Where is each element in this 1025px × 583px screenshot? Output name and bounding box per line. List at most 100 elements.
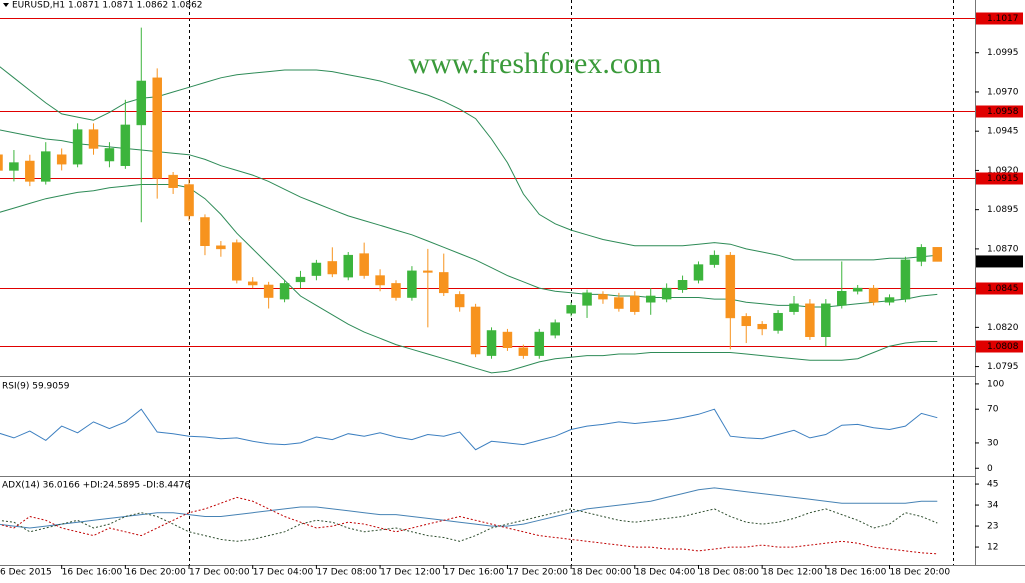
candle-body (423, 270, 433, 273)
candle-body (311, 262, 322, 276)
candle-body (407, 270, 417, 298)
candle-body (709, 254, 720, 265)
candle-body (868, 287, 879, 303)
x-tick-label: 18 Dec 04:00 (635, 568, 696, 578)
candle-body (582, 292, 592, 306)
candle-body (200, 217, 210, 246)
candle-body (184, 184, 194, 217)
candle-body (837, 291, 847, 306)
candle-body (470, 306, 481, 355)
candle-body (757, 323, 767, 330)
candle-body (391, 283, 401, 298)
candle-body (932, 247, 943, 262)
candle-body (884, 297, 895, 303)
candle-body (614, 297, 624, 309)
y-tick-label: 100 (987, 379, 1004, 389)
y-tick-label: 1.0795 (987, 362, 1019, 372)
candle-body (9, 162, 19, 171)
candle-body (232, 242, 242, 281)
y-tick-label: 30 (987, 438, 999, 448)
x-tick-label: 16 Dec 16:00 (62, 568, 123, 578)
current-price-tag (976, 255, 1023, 268)
y-tick-label: 23 (987, 522, 998, 532)
level-tag (976, 340, 1023, 353)
candle-body (677, 280, 688, 290)
level-label: 1.0845 (987, 284, 1019, 294)
candle-body (725, 254, 736, 319)
x-tick-label: 18 Dec 08:00 (698, 568, 759, 578)
level-tag (976, 282, 1023, 295)
candle-body (645, 295, 656, 303)
y-tick-label: 45 (987, 480, 998, 490)
candle-body (88, 129, 99, 149)
candle-body (693, 264, 704, 281)
watermark: www.freshforex.com (409, 47, 662, 80)
candle-body (343, 254, 353, 278)
adx-title: ADX(14) 36.0166 +DI:24.5895 -DI:8.4476 (2, 481, 191, 491)
candle-body (454, 294, 465, 308)
x-tick-label: 18 Dec 12:00 (762, 568, 823, 578)
y-tick-label: 12 (987, 543, 998, 553)
candle-body (0, 154, 3, 171)
x-tick-label: 18 Dec 00:00 (571, 568, 632, 578)
rsi-title: RSI(9) 59.9059 (2, 382, 70, 392)
candle-body (56, 154, 67, 165)
x-tick-label: 17 Dec 04:00 (253, 568, 314, 578)
level-tag (976, 12, 1023, 25)
candle-body (41, 151, 51, 182)
y-tick-label: 1.0995 (987, 48, 1019, 58)
main-title: EURUSD,H1 1.0871 1.0871 1.0862 1.0862 (12, 1, 203, 11)
candle-body (534, 331, 545, 356)
candle-body (661, 287, 672, 300)
candle-body (852, 287, 863, 292)
x-tick-label: 18 Dec 16:00 (826, 568, 887, 578)
x-tick-label: 17 Dec 00:00 (189, 568, 250, 578)
menu-arrow (3, 3, 9, 7)
y-tick-label: 1.0820 (987, 323, 1019, 333)
indicator-line (0, 496, 938, 555)
candle-body (741, 316, 751, 327)
candle-body (900, 259, 911, 300)
candle-body (566, 305, 576, 314)
x-tick-label: 18 Dec 20:00 (890, 568, 951, 578)
x-tick-label: 17 Dec 08:00 (316, 568, 377, 578)
candle-body (295, 276, 306, 283)
x-tick-label: 17 Dec 16:00 (444, 568, 505, 578)
y-tick-label: 1.0870 (987, 244, 1019, 254)
candle-body (359, 253, 369, 276)
candle-body (789, 303, 799, 312)
candle-body (518, 347, 529, 356)
candle-body (630, 295, 640, 312)
candle-body (773, 312, 783, 331)
indicator-line (0, 408, 938, 451)
candle-body (375, 275, 385, 286)
y-tick-label: 34 (987, 501, 999, 511)
x-tick-label: 17 Dec 20:00 (507, 568, 568, 578)
level-label: 1.0915 (987, 174, 1019, 184)
candle-body (120, 124, 131, 166)
candle-body (486, 330, 497, 356)
current-price-label: 1.0862 (987, 257, 1019, 267)
x-tick-label: 16 Dec 20:00 (125, 568, 186, 578)
y-tick-label: 70 (987, 405, 999, 415)
indicator-line (0, 487, 938, 529)
candle-body (152, 77, 162, 179)
candle-body (916, 247, 927, 262)
indicator-line (0, 508, 938, 542)
y-tick-label: 1.0920 (987, 166, 1019, 176)
candle-body (502, 331, 513, 349)
level-label: 1.1017 (987, 14, 1019, 24)
candle-body (216, 245, 226, 250)
candle-body (805, 303, 815, 338)
candle-body (439, 272, 449, 294)
candle-body (327, 261, 338, 275)
y-tick-label: 1.0945 (987, 127, 1019, 137)
candle-body (136, 80, 147, 126)
candle-body (25, 160, 35, 182)
candle-body (104, 148, 115, 162)
y-tick-label: 1.0970 (987, 87, 1019, 97)
candle-body (598, 294, 608, 300)
level-label: 1.0808 (987, 342, 1019, 352)
bollinger-band (0, 184, 938, 374)
